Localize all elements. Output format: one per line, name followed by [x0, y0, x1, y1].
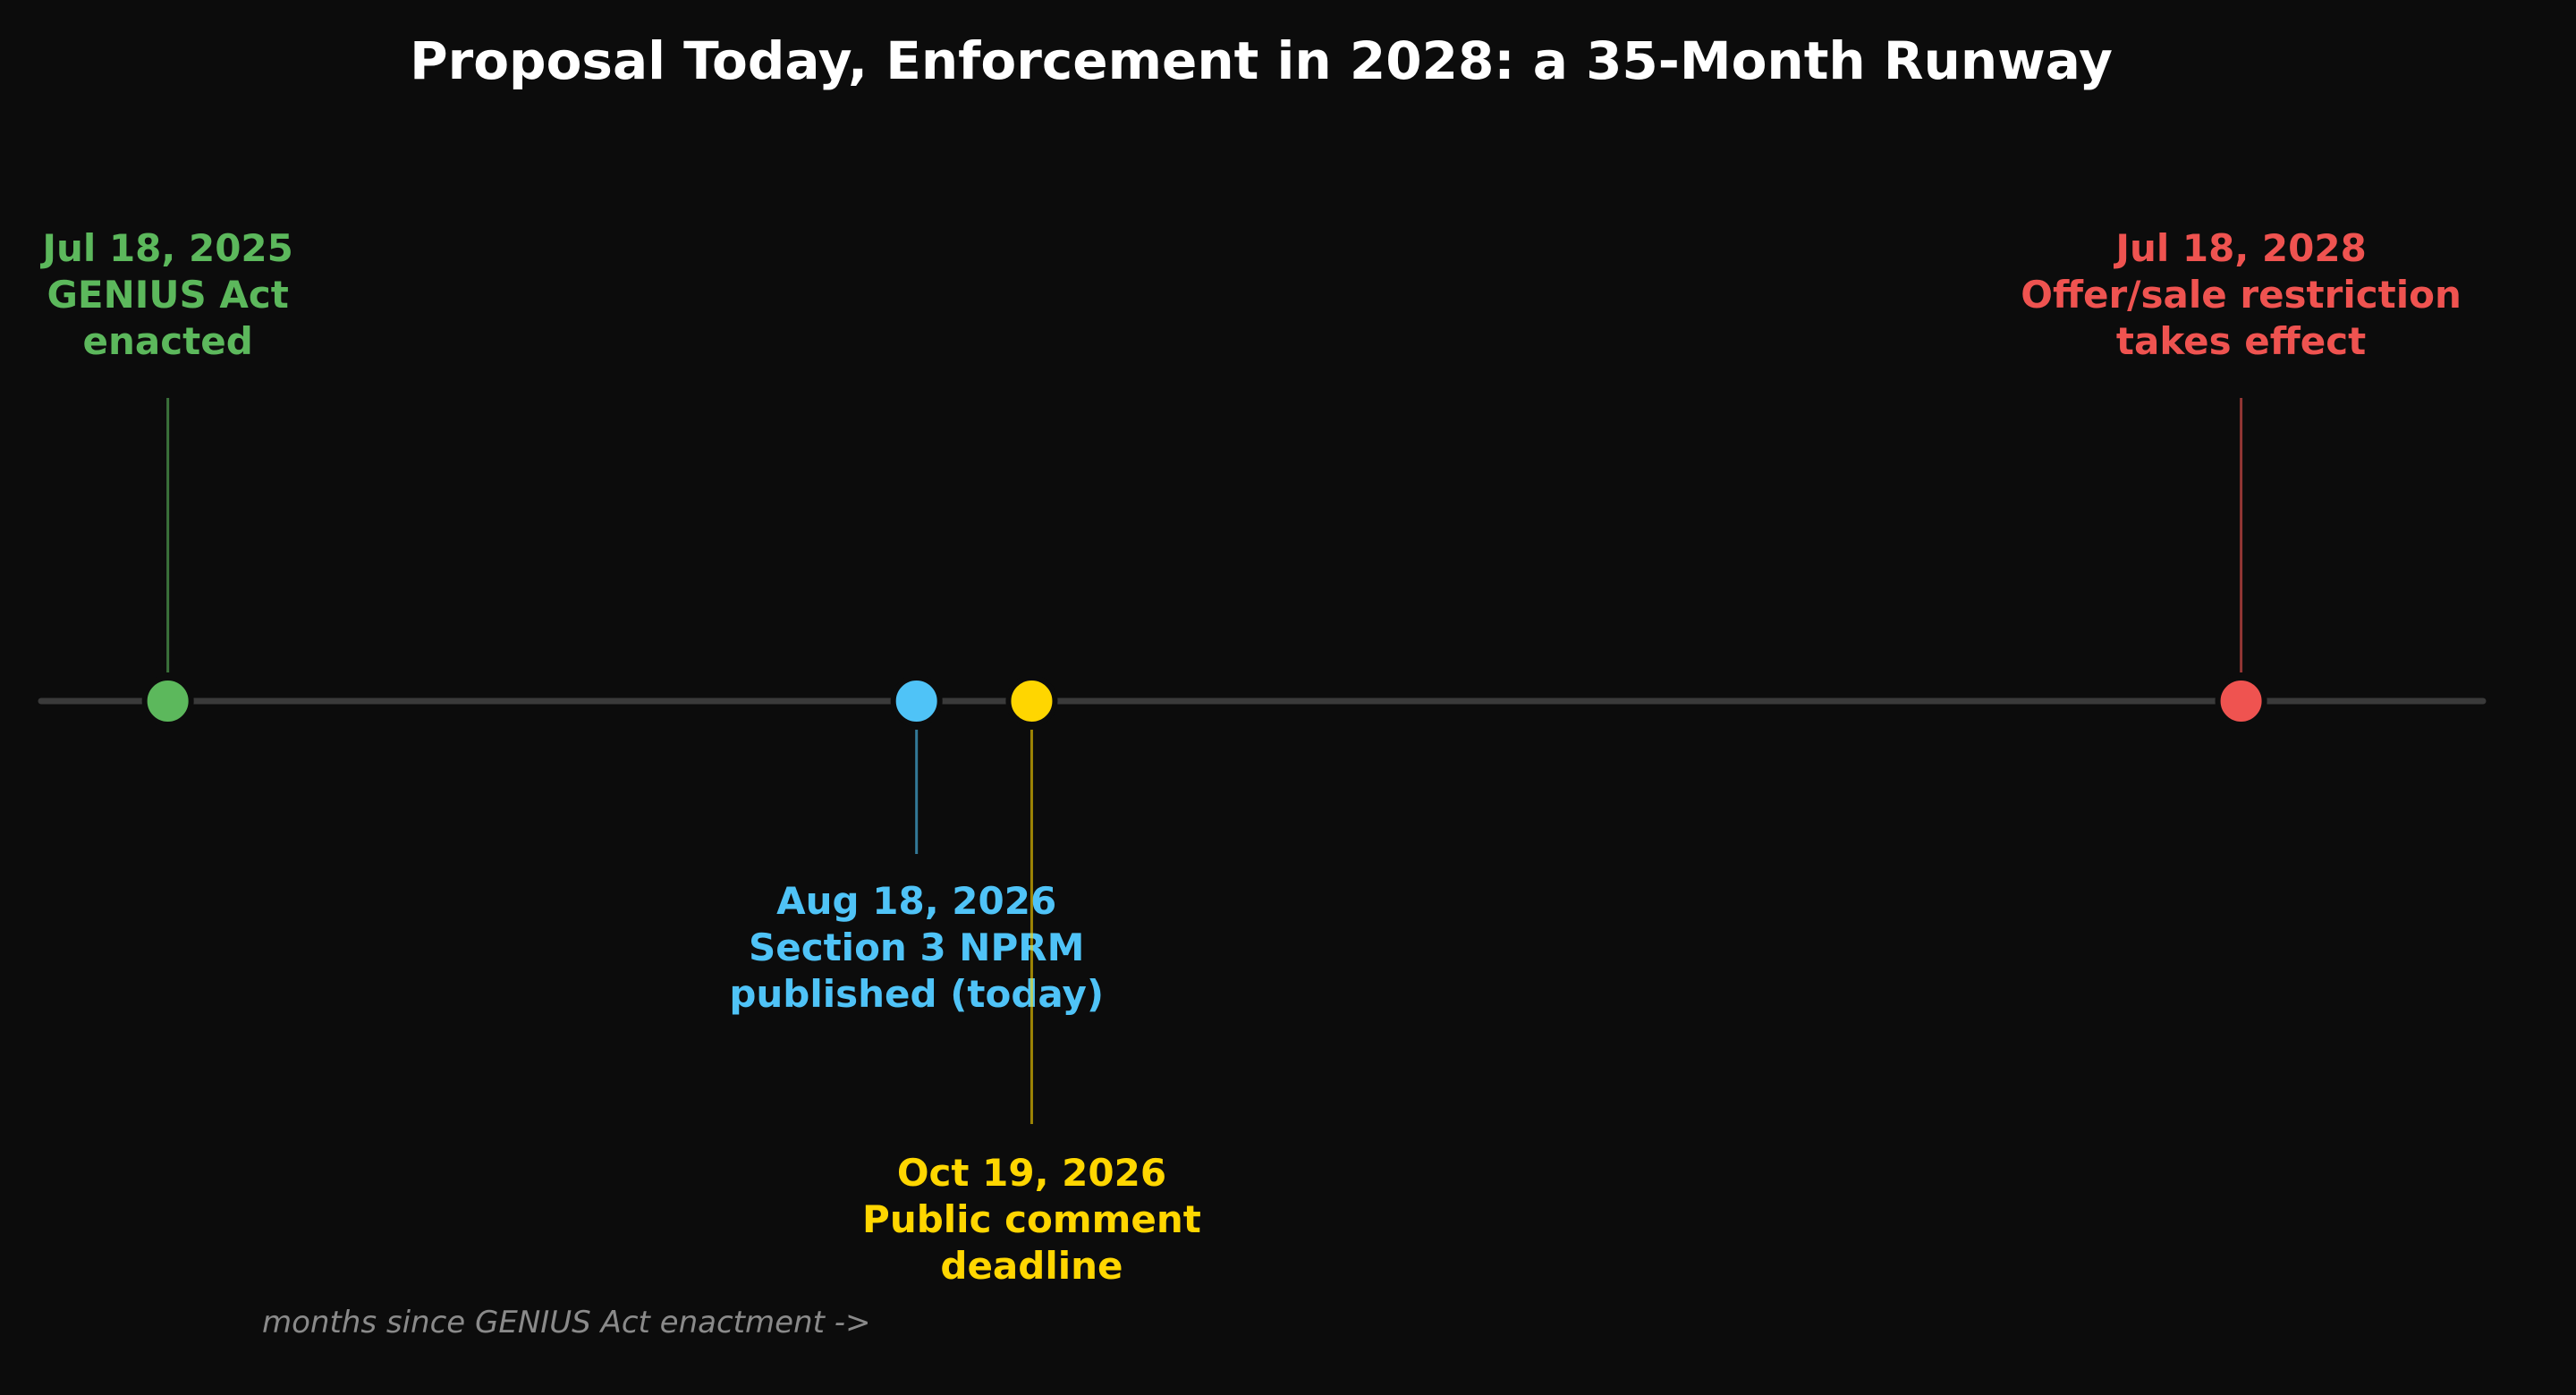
event-marker [1005, 675, 1058, 727]
event-label-line: Jul 18, 2028 [2113, 226, 2366, 270]
timeline-event: Aug 18, 2026 Section 3 NPRM published (tod… [729, 675, 1104, 1016]
event-label-line: Public comment [862, 1197, 1201, 1241]
timeline-event: Oct 19, 2026 Public comment deadline [862, 675, 1201, 1288]
event-label: Jul 18, 2028 Offer/sale restriction takes … [2021, 226, 2462, 363]
timeline-events: Jul 18, 2025 GENIUS Act enacted Aug 18, 202… [39, 226, 2461, 1288]
event-label-line: Aug 18, 2026 [776, 879, 1056, 923]
event-label-line: Section 3 NPRM [749, 926, 1084, 969]
x-axis-note: months since GENIUS Act enactment -> [262, 1305, 870, 1340]
event-label-line: takes effect [2116, 319, 2366, 363]
event-marker [890, 675, 943, 727]
event-label: Oct 19, 2026 Public comment deadline [862, 1151, 1201, 1288]
chart-title: Proposal Today, Enforcement in 2028: a 3… [410, 30, 2113, 91]
timeline-event: Jul 18, 2028 Offer/sale restriction takes … [2021, 226, 2462, 727]
event-marker [2215, 675, 2267, 727]
timeline-event: Jul 18, 2025 GENIUS Act enacted [39, 226, 293, 727]
event-label-line: Oct 19, 2026 [897, 1151, 1166, 1195]
event-label: Jul 18, 2025 GENIUS Act enacted [39, 226, 292, 363]
event-label: Aug 18, 2026 Section 3 NPRM published (tod… [729, 879, 1104, 1016]
event-label-line: Jul 18, 2025 [39, 226, 292, 270]
event-label-line: GENIUS Act [47, 273, 288, 317]
event-label-line: enacted [83, 319, 253, 363]
event-label-line: Offer/sale restriction [2021, 273, 2462, 317]
event-marker [141, 675, 194, 727]
event-label-line: published (today) [729, 972, 1104, 1016]
event-label-line: deadline [940, 1244, 1123, 1288]
